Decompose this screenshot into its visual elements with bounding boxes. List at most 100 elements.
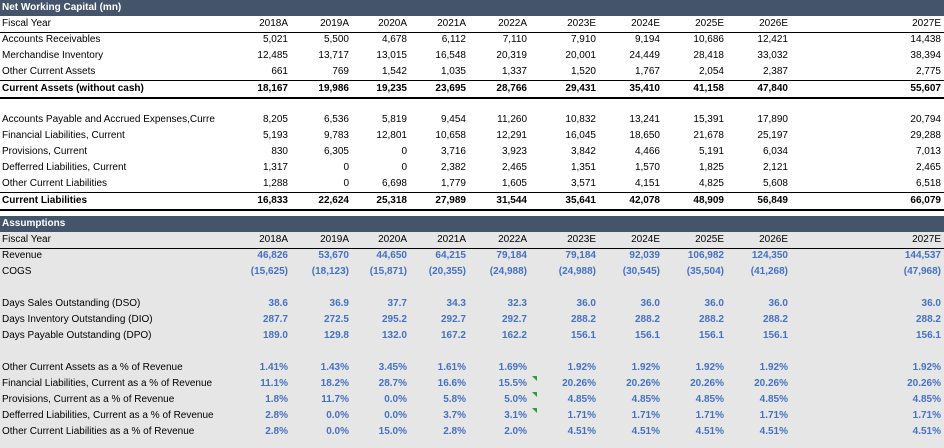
- value-cell[interactable]: 10,686: [693, 34, 724, 45]
- row-label[interactable]: Revenue: [2, 250, 43, 261]
- value-cell[interactable]: 2025E: [695, 18, 724, 29]
- value-cell[interactable]: 21,678: [693, 130, 724, 141]
- value-cell[interactable]: 4.85%: [759, 394, 788, 405]
- value-cell[interactable]: 56,849: [757, 195, 788, 206]
- value-cell[interactable]: 44,650: [376, 250, 407, 261]
- value-cell[interactable]: 4.85%: [695, 394, 724, 405]
- value-cell[interactable]: 53,670: [318, 250, 349, 261]
- value-cell[interactable]: (41,268): [750, 266, 788, 277]
- value-cell[interactable]: 10,658: [435, 130, 466, 141]
- value-cell[interactable]: 1.71%: [759, 410, 788, 421]
- value-cell[interactable]: 0.0%: [326, 410, 349, 421]
- value-cell[interactable]: 4.85%: [631, 394, 660, 405]
- value-cell[interactable]: 1.8%: [265, 394, 288, 405]
- value-cell[interactable]: (24,988): [489, 266, 527, 277]
- value-cell[interactable]: 16,833: [257, 195, 288, 206]
- value-cell[interactable]: 3.1%: [504, 410, 527, 421]
- value-cell[interactable]: 661: [271, 66, 288, 77]
- value-cell[interactable]: 13,241: [629, 114, 660, 125]
- value-cell[interactable]: 1,542: [381, 66, 407, 77]
- value-cell[interactable]: 6,305: [323, 146, 349, 157]
- row-label[interactable]: Other Current Assets as a % of Revenue: [2, 362, 183, 373]
- total-label[interactable]: Current Liabilities: [2, 195, 88, 206]
- value-cell[interactable]: 33,032: [757, 50, 788, 61]
- value-cell[interactable]: 156.1: [570, 330, 596, 341]
- value-cell[interactable]: 132.0: [381, 330, 407, 341]
- value-cell[interactable]: 9,454: [440, 114, 466, 125]
- value-cell[interactable]: 7,110: [502, 34, 527, 45]
- row-label[interactable]: Defferred Liabilities, Current: [2, 162, 127, 173]
- value-cell[interactable]: 3,716: [440, 146, 466, 157]
- value-cell[interactable]: 1,767: [634, 66, 660, 77]
- row-label[interactable]: COGS: [2, 266, 32, 277]
- value-cell[interactable]: 48,909: [693, 195, 724, 206]
- value-cell[interactable]: 4,825: [698, 178, 724, 189]
- value-cell[interactable]: 0.0%: [384, 394, 407, 405]
- value-cell[interactable]: 20,794: [910, 114, 941, 125]
- value-cell[interactable]: 15.0%: [378, 426, 407, 437]
- row-label[interactable]: Other Current Assets: [2, 66, 96, 77]
- row-label[interactable]: Other Current Liabilities as a % of Reve…: [2, 426, 195, 437]
- value-cell[interactable]: 17,890: [757, 114, 788, 125]
- value-cell[interactable]: 144,537: [904, 250, 941, 261]
- value-cell[interactable]: 2019A: [320, 18, 349, 29]
- value-cell[interactable]: 2021A: [437, 18, 466, 29]
- value-cell[interactable]: 7,013: [915, 146, 941, 157]
- value-cell[interactable]: 25,197: [757, 130, 788, 141]
- row-label[interactable]: Defferred Liabilities, Current as a % of…: [2, 410, 214, 421]
- value-cell[interactable]: 0: [401, 162, 407, 173]
- fiscal-year-label[interactable]: Fiscal Year: [2, 18, 51, 29]
- value-cell[interactable]: 22,624: [318, 195, 349, 206]
- value-cell[interactable]: (47,968): [903, 266, 941, 277]
- value-cell[interactable]: 36.9: [329, 298, 349, 309]
- value-cell[interactable]: 8,205: [262, 114, 288, 125]
- value-cell[interactable]: 37.7: [387, 298, 407, 309]
- value-cell[interactable]: 1,317: [262, 162, 288, 173]
- value-cell[interactable]: 4.85%: [912, 394, 941, 405]
- value-cell[interactable]: 4.51%: [631, 426, 660, 437]
- value-cell[interactable]: 4.51%: [567, 426, 596, 437]
- value-cell[interactable]: 3,842: [570, 146, 596, 157]
- value-cell[interactable]: 11,260: [497, 114, 527, 125]
- value-cell[interactable]: 35,641: [565, 195, 596, 206]
- row-label[interactable]: Other Current Liabilities: [2, 178, 108, 189]
- value-cell[interactable]: 2019A: [320, 234, 349, 245]
- value-cell[interactable]: (15,625): [250, 266, 288, 277]
- row-label[interactable]: Provisions, Current: [2, 146, 88, 157]
- value-cell[interactable]: 15,391: [693, 114, 724, 125]
- value-cell[interactable]: 4,151: [634, 178, 660, 189]
- value-cell[interactable]: 6,698: [381, 178, 407, 189]
- value-cell[interactable]: 3.7%: [443, 410, 466, 421]
- value-cell[interactable]: 2.8%: [265, 410, 288, 421]
- value-cell[interactable]: 47,840: [757, 83, 788, 94]
- value-cell[interactable]: 288.2: [698, 314, 724, 325]
- value-cell[interactable]: 1.43%: [320, 362, 349, 373]
- value-cell[interactable]: 295.2: [381, 314, 407, 325]
- row-label[interactable]: Merchandise Inventory: [2, 50, 104, 61]
- value-cell[interactable]: 36.0: [768, 298, 788, 309]
- value-cell[interactable]: 1,337: [501, 66, 527, 77]
- value-cell[interactable]: 2,121: [762, 162, 788, 173]
- value-cell[interactable]: 36.0: [704, 298, 724, 309]
- value-cell[interactable]: 23,695: [435, 83, 466, 94]
- value-cell[interactable]: 2018A: [259, 18, 288, 29]
- value-cell[interactable]: 2020A: [378, 234, 407, 245]
- value-cell[interactable]: 5,193: [262, 130, 288, 141]
- value-cell[interactable]: 64,215: [435, 250, 466, 261]
- value-cell[interactable]: 1,605: [501, 178, 527, 189]
- value-cell[interactable]: 2,387: [762, 66, 788, 77]
- value-cell[interactable]: 3,923: [501, 146, 527, 157]
- value-cell[interactable]: 13,717: [318, 50, 349, 61]
- value-cell[interactable]: 167.2: [440, 330, 466, 341]
- value-cell[interactable]: 20.26%: [562, 378, 596, 389]
- value-cell[interactable]: 287.7: [262, 314, 288, 325]
- value-cell[interactable]: 0: [343, 162, 349, 173]
- row-label[interactable]: Accounts Receivables: [2, 34, 101, 45]
- value-cell[interactable]: 19,986: [318, 83, 349, 94]
- value-cell[interactable]: 1,288: [262, 178, 288, 189]
- value-cell[interactable]: (30,545): [622, 266, 660, 277]
- value-cell[interactable]: 42,078: [629, 195, 660, 206]
- value-cell[interactable]: 36.0: [576, 298, 596, 309]
- value-cell[interactable]: 28,418: [693, 50, 724, 61]
- value-cell[interactable]: 4.51%: [912, 426, 941, 437]
